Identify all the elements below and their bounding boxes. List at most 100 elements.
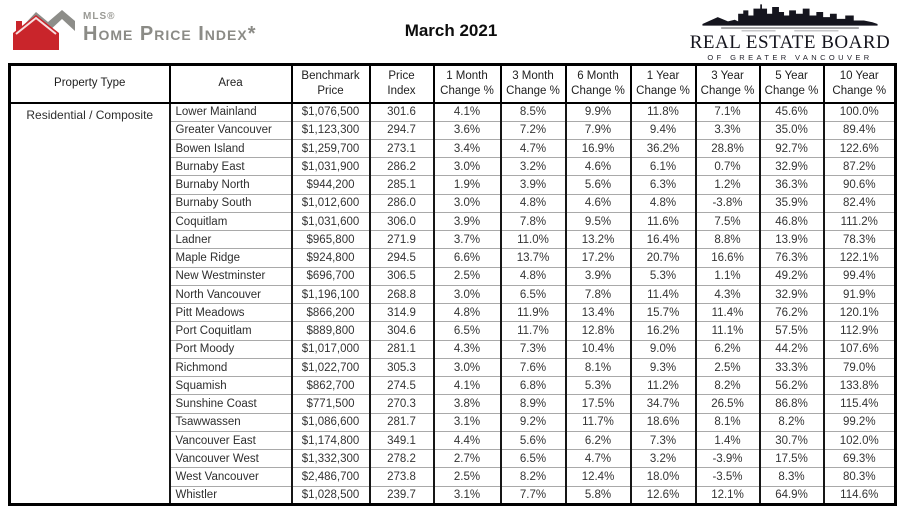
change-cell: 0.7% [694,157,761,177]
table-row: Residential / Composite Lower Mainland $1,… [8,102,897,505]
change-cell: 36.2% [629,138,697,159]
price-index-cell: 285.1 [368,175,435,195]
area-cell: Coquitlam [168,211,293,232]
change-cell: 15.7% [629,303,697,323]
change-cell: 8.5% [499,102,567,122]
benchmark-price-cell: $1,196,100 [290,284,371,305]
change-cell: 44.2% [758,339,825,359]
change-cell: 11.8% [629,102,697,122]
change-cell: 4.8% [499,266,567,286]
change-cell: 2.5% [432,467,502,487]
change-cell: 133.8% [822,376,897,396]
report-date: March 2021 [404,21,498,40]
change-cell: 35.0% [758,120,825,140]
change-cell: 6.5% [499,284,567,305]
column-header: Benchmark Price [290,63,371,104]
area-cell: Maple Ridge [168,248,293,268]
change-cell: 49.2% [758,266,825,286]
area-cell: Greater Vancouver [168,120,293,140]
change-cell: 100.0% [822,102,897,122]
price-index-cell: 268.8 [368,284,435,305]
hpi-table-container: Property Type Area Benchmark Price Price In… [8,63,897,506]
change-cell: 82.4% [822,193,897,213]
table-row: Burnaby East $1,031,900 286.2 3.0% 3.2% 4.6% 6… [10,157,897,177]
price-index-cell: 271.9 [368,230,435,250]
change-cell: 89.4% [822,120,897,140]
change-cell: 11.9% [499,303,567,323]
change-cell: 8.2% [499,467,567,487]
column-header: 6 Month Change % [564,63,632,104]
benchmark-price-cell: $771,500 [290,394,371,414]
change-cell: 4.6% [564,157,632,177]
price-index-cell: 306.5 [368,266,435,286]
benchmark-price-cell: $1,259,700 [290,138,371,159]
change-cell: 78.3% [822,230,897,250]
change-cell: 9.3% [629,357,697,378]
change-cell: 45.6% [758,102,825,122]
benchmark-price-cell: $965,800 [290,230,371,250]
table-row: New Westminster $696,700 306.5 2.5% 4.8% 3.9%… [10,266,897,286]
area-cell: West Vancouver [168,467,293,487]
change-cell: 6.2% [564,430,632,451]
change-cell: 13.9% [758,230,825,250]
area-cell: Tsawwassen [168,412,293,432]
change-cell: 76.2% [758,303,825,323]
change-cell: 18.6% [629,412,697,432]
hpi-product-label: Home Price Index* [83,23,257,45]
change-cell: 11.6% [629,211,697,232]
change-cell: 8.8% [694,230,761,250]
change-cell: 3.9% [499,175,567,195]
change-cell: 112.9% [822,321,897,341]
change-cell: 7.7% [499,485,567,506]
change-cell: 6.2% [694,339,761,359]
change-cell: 87.2% [822,157,897,177]
area-cell: Port Coquitlam [168,321,293,341]
price-index-cell: 306.0 [368,211,435,232]
column-header: 5 Year Change % [758,63,825,104]
area-cell: Burnaby East [168,157,293,177]
change-cell: 3.0% [432,157,502,177]
table-row: Vancouver West $1,332,300 278.2 2.7% 6.5% 4.7… [10,449,897,469]
change-cell: 3.0% [432,284,502,305]
change-cell: -3.8% [694,193,761,213]
change-cell: 107.6% [822,339,897,359]
change-cell: 9.0% [629,339,697,359]
area-cell: Richmond [168,357,293,378]
change-cell: 2.7% [432,449,502,469]
change-cell: 57.5% [758,321,825,341]
benchmark-price-cell: $944,200 [290,175,371,195]
change-cell: 13.2% [564,230,632,250]
table-row: Port Coquitlam $889,800 304.6 6.5% 11.7% 12.8… [10,321,897,341]
change-cell: 32.9% [758,157,825,177]
change-cell: 16.2% [629,321,697,341]
change-cell: 7.3% [629,430,697,451]
change-cell: -3.5% [694,467,761,487]
table-row: West Vancouver $2,486,700 273.8 2.5% 8.2% 12.… [10,467,897,487]
change-cell: 16.4% [629,230,697,250]
mls-houses-icon [13,10,75,50]
price-index-cell: 305.3 [368,357,435,378]
benchmark-price-cell: $1,086,600 [290,412,371,432]
change-cell: 1.2% [694,175,761,195]
change-cell: 8.1% [564,357,632,378]
change-cell: 5.6% [564,175,632,195]
change-cell: 4.7% [564,449,632,469]
change-cell: 11.7% [499,321,567,341]
table-row: Maple Ridge $924,800 294.5 6.6% 13.7% 17.2% 20… [10,248,897,268]
area-cell: North Vancouver [168,284,293,305]
mls-brand-label: MLS® [83,11,116,22]
change-cell: 114.6% [822,485,897,506]
benchmark-price-cell: $1,031,900 [290,157,371,177]
change-cell: 10.4% [564,339,632,359]
change-cell: 11.4% [629,284,697,305]
table-header-row: Property Type Area Benchmark Price Price In… [8,63,897,104]
price-index-cell: 286.2 [368,157,435,177]
column-header: 3 Year Change % [694,63,761,104]
change-cell: 7.9% [564,120,632,140]
change-cell: 34.7% [629,394,697,414]
price-index-cell: 274.5 [368,376,435,396]
change-cell: 11.4% [694,303,761,323]
change-cell: 6.8% [499,376,567,396]
change-cell: 7.5% [694,211,761,232]
